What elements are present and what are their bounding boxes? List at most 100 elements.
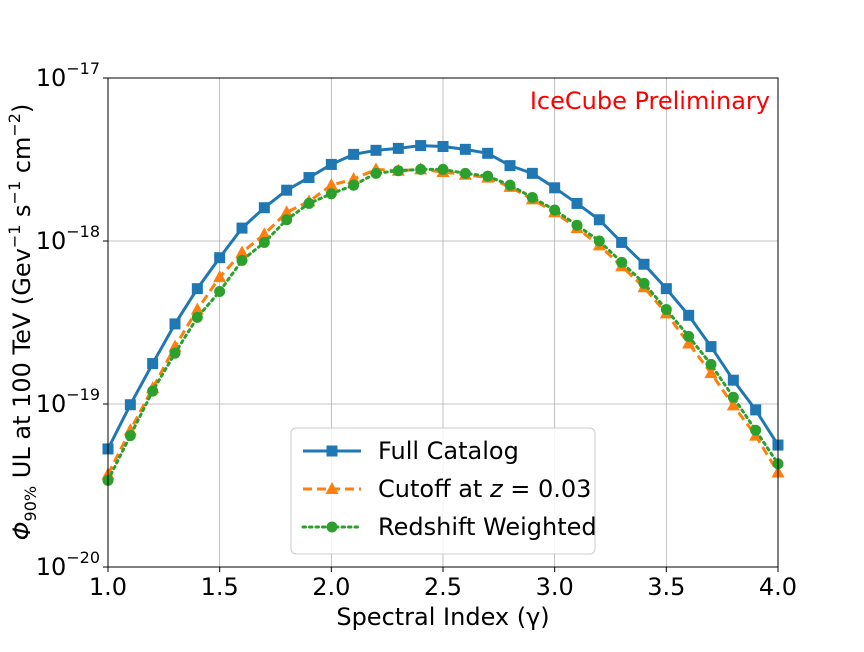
data-point	[324, 178, 338, 191]
data-point	[303, 172, 315, 184]
data-point	[415, 163, 427, 175]
x-tick-label: 2.0	[312, 573, 350, 601]
data-point	[348, 179, 360, 191]
data-point	[437, 163, 449, 175]
y-label-exp1: −1	[5, 225, 24, 249]
legend-label-cutoff: Cutoff at z = 0.03	[378, 475, 591, 503]
data-point	[191, 283, 203, 295]
data-point	[214, 252, 226, 264]
data-point	[147, 358, 159, 370]
data-point	[549, 204, 561, 216]
y-label-phi: Φ	[8, 521, 36, 540]
y-tick-label: 10−20	[36, 548, 100, 581]
legend-marker	[326, 445, 338, 457]
x-tick-label: 4.0	[759, 573, 797, 601]
data-point	[459, 143, 471, 155]
legend-label-full-catalog: Full Catalog	[378, 437, 519, 465]
data-point	[683, 330, 695, 342]
data-point	[124, 399, 136, 411]
data-point	[704, 365, 718, 378]
data-point	[236, 254, 248, 266]
x-tick-label: 1.0	[89, 573, 127, 601]
data-point	[124, 430, 136, 442]
data-point	[281, 184, 293, 196]
x-axis-label: Spectral Index (γ)	[336, 603, 549, 631]
data-point	[392, 165, 404, 177]
y-label-exp2: −1	[5, 181, 24, 205]
data-point	[616, 236, 628, 248]
data-point	[147, 385, 159, 397]
data-point	[169, 318, 181, 330]
data-point	[638, 277, 650, 289]
y-label-mid: UL at 100 TeV (Gev	[8, 248, 36, 486]
legend-box	[290, 427, 596, 555]
data-point	[235, 245, 249, 258]
data-point	[750, 424, 762, 436]
y-label-exp3: −2	[5, 113, 24, 137]
series-layer	[101, 140, 785, 486]
annotation: IceCube Preliminary	[530, 87, 770, 115]
y-label-cm: cm	[8, 137, 36, 181]
x-tick-label: 3.0	[536, 573, 574, 601]
data-point	[660, 283, 672, 295]
data-point	[660, 303, 672, 315]
data-point	[236, 222, 248, 234]
data-point	[482, 170, 494, 182]
y-tick-label: 10−18	[36, 222, 100, 255]
data-point	[526, 167, 538, 179]
data-point	[705, 341, 717, 353]
data-point	[750, 404, 762, 416]
series-full-catalog	[102, 140, 784, 455]
legend-marker	[326, 521, 338, 533]
data-point	[415, 140, 427, 152]
data-point	[526, 191, 538, 203]
data-point	[214, 285, 226, 297]
data-point	[213, 270, 227, 283]
y-label-close: )	[8, 104, 36, 113]
data-point	[191, 311, 203, 323]
data-point	[280, 205, 294, 218]
data-point	[705, 358, 717, 370]
data-point	[348, 148, 360, 160]
y-tick-label: 10−17	[36, 59, 100, 92]
data-point	[504, 160, 516, 172]
legend-cutoff-prefix: Cutoff at	[378, 475, 490, 503]
x-tick-label: 2.5	[424, 573, 462, 601]
legend-label-redshift-weighted: Redshift Weighted	[378, 513, 597, 541]
data-point	[169, 347, 181, 359]
data-point	[437, 140, 449, 152]
data-point	[504, 179, 516, 191]
legend-cutoff-var: z	[489, 475, 504, 503]
data-point	[638, 258, 650, 270]
data-point	[370, 144, 382, 156]
data-point	[549, 182, 561, 194]
legend: Full Catalog Cutoff at z = 0.03 Redshift…	[290, 427, 597, 555]
legend-cutoff-suffix: = 0.03	[503, 475, 592, 503]
data-point	[482, 147, 494, 159]
x-tick-label: 1.5	[201, 573, 239, 601]
x-tick-label: 3.5	[647, 573, 685, 601]
series-redshift-weighted	[102, 163, 784, 486]
y-label-s: s	[8, 204, 36, 224]
data-point	[325, 158, 337, 170]
data-point	[190, 302, 204, 315]
data-point	[727, 391, 739, 403]
data-point	[682, 336, 696, 349]
data-point	[593, 235, 605, 247]
y-tick-label: 10−19	[36, 385, 100, 418]
legend-items	[301, 445, 363, 533]
data-point	[727, 374, 739, 386]
legend-marker	[325, 482, 339, 494]
data-point	[571, 197, 583, 209]
data-point	[683, 309, 695, 321]
data-point	[257, 227, 271, 240]
data-point	[571, 219, 583, 231]
data-point	[616, 256, 628, 268]
y-axis-label: Φ90% UL at 100 TeV (Gev−1 s−1 cm−2)	[5, 104, 40, 541]
ticks: 1.0 1.5 2.0 2.5 3.0 3.5 4.0 10−20 10−19 10−18 10−1…	[36, 59, 797, 601]
data-point	[325, 188, 337, 200]
data-point	[392, 142, 404, 154]
data-point	[258, 236, 270, 248]
data-point	[281, 214, 293, 226]
